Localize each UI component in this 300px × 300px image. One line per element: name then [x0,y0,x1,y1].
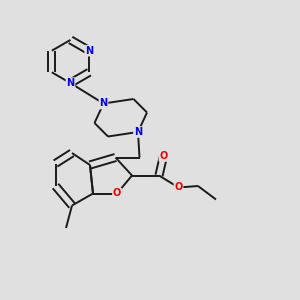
Text: N: N [134,127,142,137]
Text: O: O [174,182,183,193]
Text: O: O [113,188,121,199]
Text: N: N [99,98,108,109]
Text: N: N [66,78,75,88]
Text: O: O [159,151,168,161]
Text: N: N [85,46,93,56]
